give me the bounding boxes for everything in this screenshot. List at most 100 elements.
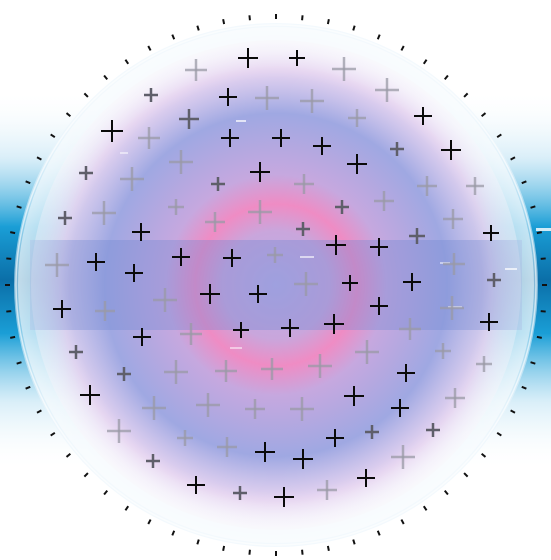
plus-mark	[238, 48, 258, 68]
plus-mark	[272, 129, 290, 147]
tick-mark	[196, 539, 200, 545]
tick-mark	[376, 530, 381, 536]
plus-marks	[45, 48, 501, 507]
tick-mark	[83, 92, 89, 98]
tick-mark	[422, 505, 428, 511]
plus-mark	[267, 247, 283, 263]
tick-mark	[376, 34, 381, 40]
plus-mark	[215, 360, 237, 382]
plus-mark	[466, 177, 484, 195]
plus-mark	[476, 356, 492, 372]
tick-mark	[352, 25, 356, 31]
plus-mark	[180, 323, 202, 345]
tick-mark	[50, 133, 56, 139]
tick-mark	[171, 34, 176, 40]
tick-mark	[326, 545, 330, 551]
tick-mark	[25, 180, 31, 185]
plus-mark	[375, 78, 399, 102]
plus-mark	[153, 288, 177, 312]
plus-mark	[374, 191, 394, 211]
tick-mark	[10, 335, 16, 339]
plus-mark	[342, 275, 358, 291]
plus-mark	[92, 201, 116, 225]
plus-mark	[120, 167, 144, 191]
tick-mark	[25, 385, 31, 390]
plus-mark	[219, 88, 237, 106]
plus-mark	[274, 487, 294, 507]
plus-mark	[391, 399, 409, 417]
plus-mark	[414, 107, 432, 125]
plus-mark	[223, 249, 241, 267]
tick-mark	[521, 180, 527, 185]
plus-mark	[370, 297, 388, 315]
tick-mark	[443, 489, 449, 496]
plus-mark	[249, 285, 267, 303]
plus-mark	[300, 89, 324, 113]
plus-mark	[443, 209, 463, 229]
plus-mark	[144, 88, 158, 102]
tick-mark	[400, 45, 405, 51]
plus-mark	[403, 273, 421, 291]
plus-mark	[443, 253, 465, 275]
tick-mark	[521, 385, 527, 390]
rim-glow	[18, 27, 534, 543]
plus-mark	[483, 225, 499, 241]
tick-mark	[480, 112, 487, 118]
plus-mark	[95, 301, 115, 321]
plus-mark	[326, 429, 344, 447]
plus-mark	[45, 253, 69, 277]
plus-mark	[348, 109, 366, 127]
tick-mark	[147, 45, 152, 51]
plus-mark	[117, 367, 131, 381]
plus-mark	[281, 319, 299, 337]
plus-mark	[293, 449, 313, 469]
tick-mark	[463, 472, 469, 478]
tick-mark	[326, 19, 330, 25]
plus-mark	[397, 364, 415, 382]
plus-mark	[313, 137, 331, 155]
plus-mark	[205, 212, 225, 232]
plus-mark	[132, 223, 150, 241]
tick-mark	[10, 231, 16, 235]
plus-mark	[80, 385, 100, 405]
plus-mark	[146, 454, 160, 468]
plus-mark	[289, 50, 305, 66]
plus-mark	[196, 393, 220, 417]
plus-mark	[324, 314, 344, 334]
plus-mark	[370, 238, 388, 256]
plus-mark	[53, 300, 71, 318]
plus-mark	[142, 396, 166, 420]
tick-mark	[124, 59, 130, 65]
plus-mark	[200, 284, 220, 304]
plus-mark	[290, 397, 314, 421]
plus-mark	[445, 388, 465, 408]
plus-mark	[79, 166, 93, 180]
plus-mark	[217, 437, 237, 457]
plus-mark	[164, 360, 188, 384]
plus-mark	[317, 480, 337, 500]
tick-mark	[83, 472, 89, 478]
plus-mark	[69, 345, 83, 359]
plus-mark	[308, 354, 332, 378]
tick-mark	[124, 505, 130, 511]
plus-mark	[168, 199, 184, 215]
tick-mark	[400, 519, 405, 525]
plus-mark	[426, 423, 440, 437]
plus-mark	[296, 222, 310, 236]
plus-mark	[169, 150, 193, 174]
plus-mark	[440, 296, 464, 320]
plus-mark	[177, 430, 193, 446]
plus-mark	[255, 442, 275, 462]
plus-mark	[391, 445, 415, 469]
tick-mark	[171, 530, 176, 536]
tick-mark	[103, 74, 109, 81]
tick-mark	[510, 409, 516, 414]
plus-mark	[399, 318, 421, 340]
tick-mark	[147, 519, 152, 525]
plus-mark	[245, 399, 265, 419]
plus-mark	[409, 228, 425, 244]
plus-mark	[133, 328, 151, 346]
plus-mark	[172, 248, 190, 266]
tick-mark	[103, 489, 109, 496]
